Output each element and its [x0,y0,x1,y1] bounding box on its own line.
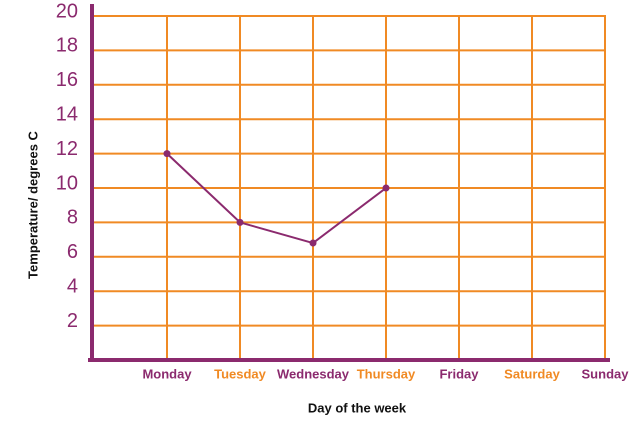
y-tick-label: 8 [67,207,78,229]
x-tick-label: Sunday [582,366,630,381]
x-axis-label: Day of the week [308,400,407,415]
y-tick-label: 4 [67,275,78,297]
data-point [309,239,317,247]
y-tick-label: 16 [56,69,78,91]
y-tick-label: 6 [67,241,78,263]
y-axis-label: Temperature/ degrees C [25,130,40,278]
y-tick-label: 14 [56,103,78,125]
x-tick-label: Monday [142,366,192,381]
y-tick-label: 12 [56,138,78,160]
data-point [163,150,171,158]
y-tick-label: 10 [56,172,78,194]
x-tick-label: Saturday [504,366,560,381]
data-point [236,218,244,226]
x-tick-label: Thursday [357,366,416,381]
x-tick-label: Wednesday [277,366,350,381]
y-tick-label: 2 [67,310,78,332]
data-line [166,152,387,245]
y-tick-label: 18 [56,35,78,57]
y-tick-label: 20 [56,0,78,22]
x-tick-label: Tuesday [214,366,267,381]
data-point [382,184,390,192]
x-tick-label: Friday [439,366,479,381]
